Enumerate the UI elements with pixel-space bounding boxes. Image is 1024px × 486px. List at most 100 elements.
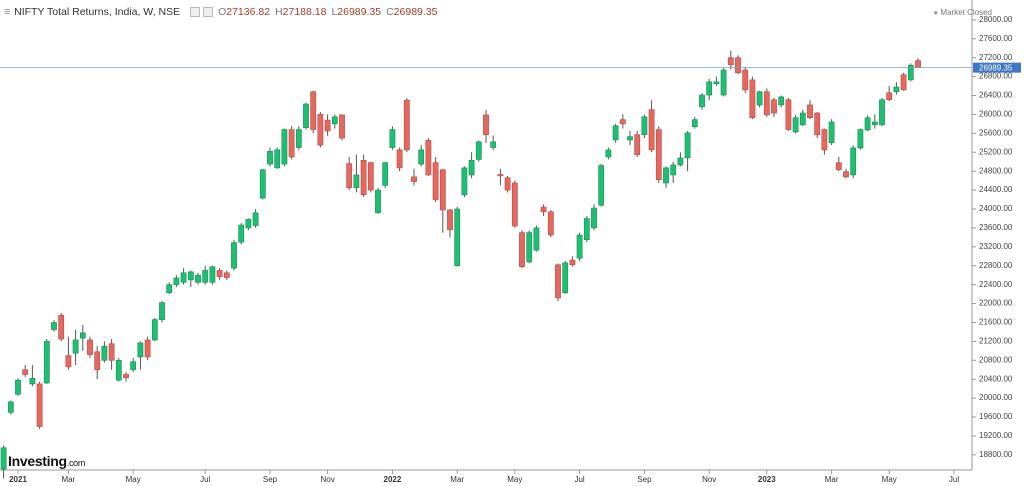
candle-body — [555, 264, 561, 299]
toggle-icon[interactable] — [203, 7, 214, 17]
candle-body — [324, 119, 331, 132]
candle-body — [310, 91, 317, 130]
candle-body — [274, 149, 281, 169]
candle-body — [58, 315, 65, 340]
candle-body — [461, 167, 468, 196]
ohlc-readout: O27136.82 H27188.18 L26989.35 C26989.35 — [213, 6, 437, 18]
candle-body — [180, 272, 187, 283]
candle-body — [202, 270, 209, 283]
ohlc-key: C — [386, 6, 394, 18]
candle-body — [562, 262, 569, 293]
candle-body — [605, 149, 612, 158]
candle-body — [7, 401, 14, 413]
candle-body — [87, 339, 93, 355]
symbol-title: NIFTY Total Returns, India, W, NSE — [14, 6, 181, 18]
ohlc-value: 26989.35 — [337, 6, 382, 18]
candle-body — [850, 147, 857, 176]
candle-body — [151, 319, 158, 341]
ohlc-value: 27136.82 — [226, 6, 271, 18]
candle-body — [317, 114, 324, 146]
candle-body — [540, 206, 547, 213]
ohlc-value: 27188.18 — [282, 6, 327, 18]
candle-body — [432, 162, 439, 200]
candle-body — [223, 272, 230, 278]
candle-body — [756, 91, 763, 106]
candle-body — [382, 162, 389, 186]
candle-body — [259, 169, 266, 199]
y-tick-label: 19600.00 — [979, 412, 1013, 421]
candle-body — [367, 162, 374, 191]
candle-body — [641, 116, 648, 136]
candle-body — [828, 121, 835, 144]
candle-body — [763, 91, 770, 116]
candle-body — [389, 129, 396, 148]
candle-body — [835, 162, 842, 171]
candle-body — [706, 81, 713, 96]
y-tick-label: 20400.00 — [979, 374, 1013, 383]
candle-body — [497, 174, 504, 177]
candle-body — [353, 174, 360, 189]
candle-body — [648, 109, 655, 151]
y-tick-label: 24400.00 — [979, 185, 1013, 194]
x-tick-label: Nov — [320, 475, 334, 484]
candle-body — [346, 163, 353, 189]
y-tick-label: 24000.00 — [979, 204, 1013, 213]
candle-body — [94, 351, 101, 371]
x-tick-label: Sep — [637, 475, 652, 484]
candle-body — [547, 211, 554, 236]
candle-body — [785, 99, 792, 130]
y-tick-label: 22400.00 — [979, 280, 1013, 289]
market-status: ● Market Closed — [933, 8, 992, 17]
x-tick-label: Jul — [200, 475, 210, 484]
candle-body — [519, 232, 525, 267]
candle-body — [598, 165, 605, 206]
candle-body — [699, 94, 705, 108]
candle-body — [281, 129, 288, 165]
candle-body — [727, 57, 734, 66]
candle-body — [792, 117, 799, 133]
candle-body — [187, 271, 194, 281]
menu-icon[interactable]: ≡ — [4, 6, 11, 18]
chart-header: ≡ NIFTY Total Returns, India, W, NSE O27… — [4, 6, 437, 18]
candle-body — [303, 103, 309, 128]
candle-body — [173, 277, 180, 285]
x-tick-label: Sep — [263, 475, 278, 484]
toggle-icon[interactable] — [190, 7, 201, 17]
y-tick-label: 20800.00 — [979, 355, 1013, 364]
candle-body — [735, 57, 741, 74]
x-tick-label: Nov — [702, 475, 716, 484]
candle-body — [864, 117, 871, 131]
candle-body — [375, 189, 381, 214]
x-tick-label: 2021 — [9, 475, 27, 484]
y-tick-label: 19200.00 — [979, 431, 1013, 440]
candle-body — [821, 129, 828, 151]
candle-body — [677, 157, 684, 166]
y-tick-label: 26400.00 — [979, 91, 1013, 100]
candle-body — [209, 266, 216, 283]
candle-body — [569, 259, 576, 266]
y-tick-label: 25200.00 — [979, 147, 1013, 156]
y-tick-label: 23200.00 — [979, 242, 1013, 251]
candle-body — [72, 339, 79, 354]
candle-body — [144, 339, 151, 358]
x-tick-label: 2023 — [758, 475, 776, 484]
candle-body — [65, 355, 72, 368]
x-tick-label: May — [507, 475, 522, 484]
ohlc-key: O — [218, 6, 227, 18]
candle-body — [101, 345, 108, 361]
candle-body — [425, 140, 432, 176]
candle-body — [396, 149, 403, 169]
candle-body — [749, 79, 756, 119]
last-price-tag — [973, 62, 1021, 73]
candle-body — [843, 171, 849, 178]
candle-body — [468, 159, 475, 176]
y-tick-label: 21200.00 — [979, 336, 1013, 345]
y-tick-label: 26000.00 — [979, 110, 1013, 119]
y-tick-label: 26800.00 — [979, 72, 1013, 81]
candle-body — [900, 74, 907, 91]
candle-body — [22, 369, 29, 375]
candle-body — [799, 112, 806, 126]
candle-body — [216, 270, 223, 277]
candle-body — [403, 99, 410, 151]
